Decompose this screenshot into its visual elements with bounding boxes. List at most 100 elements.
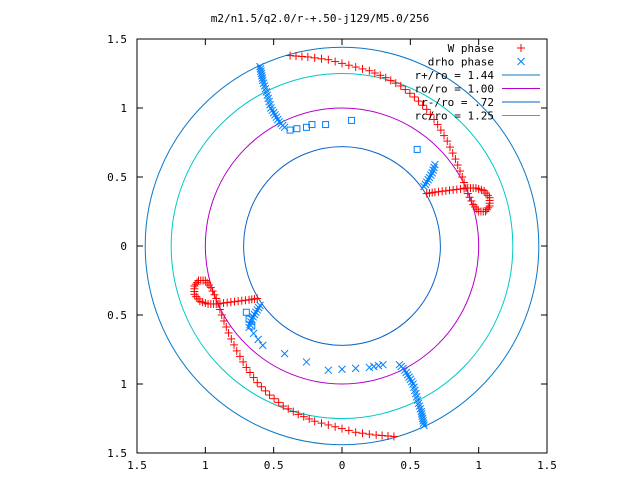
x-tick-label: 1 bbox=[202, 459, 209, 472]
point bbox=[445, 143, 454, 152]
point bbox=[284, 404, 293, 413]
point bbox=[310, 53, 319, 62]
point bbox=[403, 370, 412, 379]
point bbox=[258, 341, 267, 350]
point bbox=[419, 419, 428, 427]
point bbox=[242, 363, 251, 372]
point bbox=[436, 126, 445, 135]
point bbox=[324, 55, 333, 64]
point bbox=[331, 57, 340, 66]
point bbox=[422, 189, 431, 198]
point bbox=[365, 430, 374, 439]
point bbox=[381, 73, 390, 82]
point bbox=[270, 394, 279, 403]
point bbox=[252, 308, 260, 317]
reference-circles bbox=[144, 46, 540, 446]
x-tick-label: 1.5 bbox=[127, 459, 147, 472]
point bbox=[220, 316, 229, 325]
point bbox=[308, 121, 316, 129]
point bbox=[242, 308, 250, 316]
point bbox=[422, 178, 431, 186]
point bbox=[418, 414, 427, 423]
point bbox=[401, 85, 410, 94]
point bbox=[374, 361, 383, 370]
point bbox=[258, 74, 267, 82]
point bbox=[338, 59, 346, 68]
legend-label: drho phase bbox=[428, 56, 494, 69]
point bbox=[429, 166, 437, 174]
point bbox=[484, 203, 493, 212]
point bbox=[232, 346, 241, 355]
point bbox=[317, 54, 326, 63]
point bbox=[453, 161, 462, 170]
axis-ticks: 1.5 1 0.5 0 0.5 1 1.51.510.500.511.5 bbox=[107, 33, 557, 472]
point bbox=[358, 429, 367, 438]
point bbox=[405, 89, 414, 98]
point bbox=[253, 378, 262, 387]
point bbox=[239, 357, 248, 366]
point bbox=[293, 125, 301, 133]
point bbox=[351, 63, 360, 72]
point bbox=[254, 303, 263, 312]
point bbox=[222, 322, 231, 331]
point bbox=[414, 97, 423, 106]
point bbox=[416, 404, 425, 413]
point bbox=[248, 322, 256, 330]
point bbox=[256, 301, 264, 310]
point bbox=[433, 120, 442, 129]
point bbox=[258, 76, 267, 85]
circle-r-ro-1-44 bbox=[144, 46, 540, 446]
point bbox=[451, 155, 460, 164]
point bbox=[405, 373, 413, 381]
point bbox=[259, 79, 268, 88]
point bbox=[273, 115, 282, 124]
point bbox=[458, 173, 467, 181]
point bbox=[418, 101, 427, 110]
point bbox=[421, 180, 430, 189]
legend-marker bbox=[517, 57, 525, 66]
point bbox=[413, 145, 421, 153]
x-tick-label: 0.5 bbox=[400, 459, 420, 472]
point bbox=[303, 52, 312, 61]
point bbox=[249, 312, 258, 321]
point bbox=[253, 306, 262, 314]
point bbox=[424, 175, 432, 184]
point bbox=[425, 173, 434, 182]
point bbox=[396, 81, 405, 90]
y-tick-label: 0 bbox=[120, 240, 127, 253]
point bbox=[324, 366, 333, 375]
series-w-phase bbox=[190, 51, 494, 441]
point bbox=[440, 131, 449, 140]
point bbox=[417, 410, 426, 418]
y-tick-label: 0.5 bbox=[107, 309, 127, 322]
point bbox=[365, 66, 374, 75]
circle-rc-ro-1-25 bbox=[170, 73, 514, 419]
data-points bbox=[190, 51, 494, 441]
y-tick-label: 1.5 bbox=[107, 33, 127, 46]
point bbox=[467, 196, 476, 205]
y-tick-label: 1 bbox=[120, 378, 127, 391]
point bbox=[305, 414, 314, 423]
point bbox=[426, 110, 435, 119]
point bbox=[260, 82, 269, 90]
point bbox=[235, 352, 244, 361]
point bbox=[391, 79, 400, 88]
point bbox=[465, 193, 474, 202]
point bbox=[370, 362, 378, 371]
point bbox=[409, 380, 417, 388]
point bbox=[257, 67, 265, 76]
point bbox=[191, 280, 200, 289]
point bbox=[268, 106, 277, 115]
point bbox=[299, 412, 308, 421]
point bbox=[415, 402, 424, 410]
point bbox=[376, 71, 385, 80]
point bbox=[372, 431, 381, 440]
x-tick-label: 1 bbox=[475, 459, 482, 472]
point bbox=[402, 368, 411, 377]
y-tick-label: 0.5 bbox=[107, 171, 127, 184]
y-tick-label: 1 bbox=[120, 102, 127, 115]
point bbox=[431, 160, 439, 169]
point bbox=[257, 71, 266, 80]
point bbox=[317, 419, 326, 428]
